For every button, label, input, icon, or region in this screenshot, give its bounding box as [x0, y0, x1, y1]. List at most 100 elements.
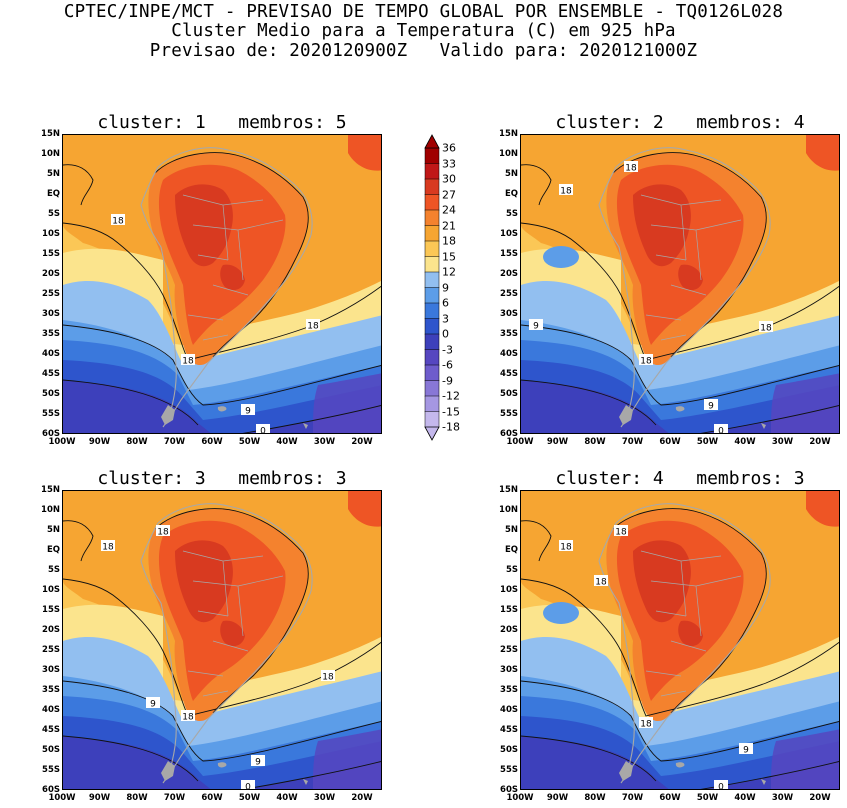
latitude-label: 15S [500, 605, 518, 615]
coastline [140, 147, 313, 428]
longitude-label: 90W [546, 437, 569, 447]
longitude-label: 90W [88, 793, 111, 803]
field-minus-3 [313, 729, 381, 789]
contour-label: 9 [529, 319, 543, 332]
colorbar-swatch [424, 333, 440, 351]
longitude-label: 40W [276, 437, 298, 447]
map-fields [521, 135, 839, 433]
colorbar-tick-label: 18 [442, 234, 456, 248]
coastlines [140, 147, 313, 428]
contour-0 [521, 379, 839, 433]
latitude-label: 50S [500, 745, 518, 755]
contour-label-box [559, 184, 573, 195]
latitude-label: 15S [42, 249, 60, 259]
contour-label: 0 [241, 780, 255, 791]
contour-label-text: 0 [260, 427, 266, 435]
latitude-label: EQ [504, 545, 518, 555]
contour-label-box [704, 399, 718, 410]
forecast-validity: Previsao de: 2020120900Z Valido para: 20… [149, 41, 698, 61]
longitude-label: 40W [276, 793, 298, 803]
latitude-label: 45S [42, 369, 60, 379]
field-minus-3 [313, 373, 381, 433]
temperature-map: 18 18 18 9 0 [62, 134, 382, 434]
colorbar-tick-label: 15 [442, 250, 456, 263]
contour-label-box [624, 161, 638, 172]
longitude-label: 30W [313, 793, 336, 803]
latitude-label: 25S [42, 289, 60, 299]
country-borders [640, 194, 742, 341]
longitude-label: 40W [734, 437, 756, 447]
field-30 [633, 184, 703, 291]
colorbar-tick-label: -12 [442, 389, 460, 403]
latitude-label: 40S [42, 705, 60, 715]
latitude-label: 20S [42, 625, 60, 635]
contour-18 [63, 164, 94, 206]
contour-label-text: 18 [615, 528, 627, 538]
contour-label-text: 0 [245, 783, 251, 791]
contour-24 [612, 508, 767, 714]
colorbar-swatches [424, 134, 440, 441]
contour-label-box [714, 780, 728, 789]
contour-24 [154, 508, 309, 714]
field-30 [175, 184, 245, 291]
contour-label: 18 [101, 540, 115, 553]
contour-label-text: 18 [640, 720, 652, 730]
latitude-label: 15N [41, 485, 60, 495]
contour-label: 18 [639, 354, 653, 367]
colorbar-swatch [424, 147, 440, 165]
panel-title: cluster: 3 membros: 3 [97, 468, 347, 489]
temperature-map: 18 18 18 18 9 0 [520, 490, 840, 790]
contour-label: 9 [739, 743, 753, 756]
latitude-label: 50S [42, 745, 60, 755]
contour-label-box [714, 424, 728, 433]
longitude-label: 50W [238, 793, 261, 803]
panel-title: cluster: 1 membros: 5 [97, 112, 347, 133]
contour-label: 9 [704, 399, 718, 412]
colorbar-tick-label: 12 [442, 265, 456, 279]
colorbar-swatch [424, 349, 440, 366]
contour-label-box [181, 354, 195, 365]
contour-label-box [111, 214, 125, 225]
latitude-label: 30S [42, 309, 60, 319]
contour-label-box [639, 354, 653, 365]
temperature-map: 18 18 18 9 18 9 0 [62, 490, 382, 790]
longitude-label: 50W [238, 437, 261, 447]
contour-label-text: 18 [560, 543, 572, 553]
latitude-label: 50S [42, 389, 60, 399]
longitude-label: 100W [48, 437, 76, 447]
contour-label-box [241, 780, 255, 789]
colorbar-tick-label: 33 [442, 157, 456, 170]
contour-lines [521, 152, 839, 433]
field-27 [348, 491, 381, 527]
contour-label: 18 [594, 575, 608, 588]
latitude-label: 10S [500, 585, 518, 595]
longitude-label: 60W [659, 437, 681, 447]
latitude-label: 55S [42, 409, 60, 419]
colorbar-tick-label: -3 [442, 343, 453, 356]
figure-title: CPTEC/INPE/MCT - PREVISAO DE TEMPO GLOBA… [63, 2, 784, 22]
contour-label-box [251, 755, 265, 766]
coastlines [598, 147, 771, 428]
contour-label-text: 9 [708, 402, 714, 412]
contour-label-box [639, 717, 653, 728]
contour-label: 0 [256, 424, 270, 435]
latitude-label: 60S [500, 785, 518, 795]
latitude-label: 45S [500, 725, 518, 735]
latitude-label: 20S [500, 269, 518, 279]
contour-9 [521, 680, 839, 762]
contour-label-box [759, 321, 773, 332]
latitude-label: 10S [42, 585, 60, 595]
contour-24 [154, 152, 309, 358]
latitude-label: 60S [500, 429, 518, 439]
longitude-label: 100W [48, 793, 76, 803]
longitude-label: 70W [621, 437, 644, 447]
contour-label-text: 18 [157, 528, 169, 538]
contour-label-text: 18 [182, 357, 194, 367]
contour-lines [521, 508, 839, 789]
latitude-label: 5S [47, 565, 60, 575]
contour-24 [612, 152, 767, 358]
contour-label-text: 9 [150, 700, 156, 710]
contour-label-text: 9 [245, 407, 251, 417]
colorbar-swatch [424, 194, 440, 211]
contour-label-box [739, 743, 753, 754]
